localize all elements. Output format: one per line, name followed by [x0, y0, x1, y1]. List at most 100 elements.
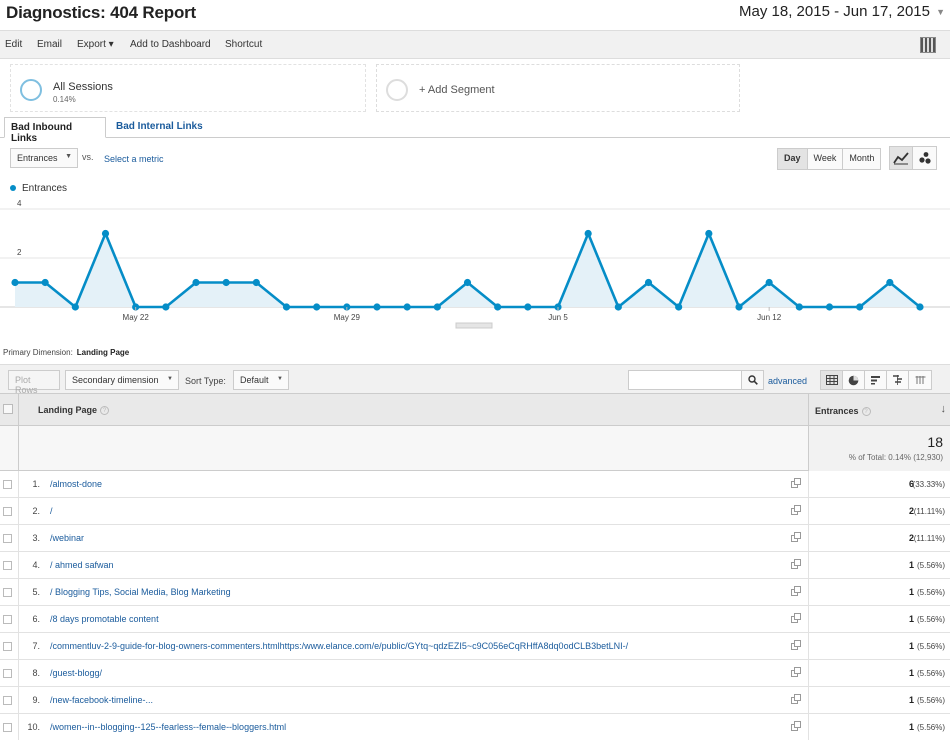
add-segment-button[interactable]: + Add Segment: [376, 64, 740, 112]
external-link-icon[interactable]: [791, 532, 802, 546]
data-point[interactable]: [584, 229, 592, 238]
data-point[interactable]: [222, 278, 230, 287]
secondary-dimension-dropdown[interactable]: Secondary dimension ▼: [65, 370, 179, 390]
email-button[interactable]: Email: [37, 39, 63, 50]
data-point[interactable]: [403, 303, 411, 311]
data-point[interactable]: [373, 303, 381, 311]
tab-bad-internal-links[interactable]: Bad Internal Links: [116, 121, 203, 132]
data-point[interactable]: [282, 303, 291, 311]
metric-dropdown[interactable]: Entrances ▼: [10, 148, 78, 168]
motion-chart-icon[interactable]: [913, 147, 936, 169]
chevron-down-icon[interactable]: ▼: [936, 7, 945, 17]
external-link-icon[interactable]: [791, 721, 802, 735]
pivot-view-icon[interactable]: [909, 371, 931, 389]
data-point[interactable]: [463, 278, 472, 287]
external-link-icon[interactable]: [791, 694, 802, 708]
data-point[interactable]: [524, 303, 532, 311]
export-button[interactable]: Export ▾: [77, 39, 114, 50]
primary-dimension-value[interactable]: Landing Page: [76, 348, 130, 357]
data-point[interactable]: [916, 303, 924, 311]
plot-rows-button[interactable]: Plot Rows: [8, 370, 60, 395]
add-to-dashboard-button[interactable]: Add to Dashboard: [130, 39, 211, 50]
sort-type-dropdown[interactable]: Default ▼: [233, 370, 289, 390]
data-point[interactable]: [856, 303, 864, 311]
landing-page-link[interactable]: /8 days promotable content: [50, 614, 159, 624]
line-chart-icon[interactable]: [890, 147, 913, 169]
qr-code-icon[interactable]: [920, 37, 936, 53]
data-point[interactable]: [614, 303, 622, 311]
search-icon[interactable]: [741, 371, 763, 389]
chart-resize-handle[interactable]: [455, 322, 493, 329]
external-link-icon[interactable]: [791, 559, 802, 573]
data-point[interactable]: [705, 229, 713, 238]
data-point[interactable]: [675, 303, 683, 311]
shortcut-button[interactable]: Shortcut: [225, 39, 263, 50]
day-button[interactable]: Day: [778, 149, 808, 169]
data-point[interactable]: [313, 303, 321, 311]
select-metric-link[interactable]: Select a metric: [104, 154, 164, 164]
table-search-input[interactable]: [628, 370, 764, 390]
landing-page-link[interactable]: /: [50, 506, 53, 516]
data-point[interactable]: [735, 303, 743, 311]
comparison-view-icon[interactable]: [887, 371, 909, 389]
landing-page-column-header[interactable]: Landing Page?: [38, 405, 110, 416]
performance-view-icon[interactable]: [865, 371, 887, 389]
date-range-picker[interactable]: May 18, 2015 - Jun 17, 2015: [739, 3, 930, 20]
secondary-dimension-label: Secondary dimension: [72, 375, 159, 385]
landing-page-link[interactable]: /women--in--blogging--125--fearless--fem…: [50, 722, 287, 732]
data-point[interactable]: [795, 303, 803, 311]
external-link-icon[interactable]: [791, 613, 802, 627]
entrances-value: 1: [908, 695, 914, 705]
column-divider: [18, 498, 19, 525]
external-link-icon[interactable]: [791, 640, 802, 654]
row-checkbox[interactable]: [3, 534, 12, 543]
landing-page-link[interactable]: /commentluv-2-9-guide-for-blog-owners-co…: [50, 641, 629, 651]
external-link-icon[interactable]: [791, 505, 802, 519]
row-checkbox[interactable]: [3, 507, 12, 516]
landing-page-link[interactable]: / ahmed safwan: [50, 560, 114, 570]
data-point[interactable]: [252, 278, 260, 287]
data-point[interactable]: [765, 278, 773, 287]
pie-chart-view-icon[interactable]: [843, 371, 865, 389]
landing-page-link[interactable]: /new-facebook-timeline-...: [50, 695, 154, 705]
week-button[interactable]: Week: [807, 149, 844, 169]
data-point[interactable]: [433, 303, 441, 311]
landing-page-link[interactable]: / Blogging Tips, Social Media, Blog Mark…: [50, 587, 231, 597]
row-checkbox[interactable]: [3, 615, 12, 624]
external-link-icon[interactable]: [791, 586, 802, 600]
data-point[interactable]: [886, 278, 894, 287]
landing-page-link[interactable]: /guest-blogg/: [50, 668, 103, 678]
landing-page-link[interactable]: /webinar: [50, 533, 85, 543]
row-checkbox[interactable]: [3, 588, 12, 597]
data-point[interactable]: [494, 303, 502, 311]
help-icon[interactable]: ?: [100, 406, 110, 416]
row-checkbox[interactable]: [3, 669, 12, 678]
help-icon[interactable]: ?: [861, 407, 871, 417]
row-checkbox[interactable]: [3, 723, 12, 732]
external-link-icon[interactable]: [791, 478, 802, 492]
row-checkbox[interactable]: [3, 561, 12, 570]
entrances-column-header[interactable]: Entrances? ↓: [808, 394, 950, 426]
data-point[interactable]: [162, 303, 170, 311]
data-point[interactable]: [71, 303, 79, 311]
segment-all-sessions[interactable]: All Sessions 0.14%: [10, 64, 366, 112]
row-checkbox[interactable]: [3, 480, 12, 489]
row-checkbox[interactable]: [3, 696, 12, 705]
select-all-checkbox[interactable]: [3, 404, 13, 414]
row-number: 7.: [32, 641, 40, 651]
row-checkbox[interactable]: [3, 642, 12, 651]
data-point[interactable]: [41, 278, 49, 287]
landing-page-link[interactable]: /almost-done: [50, 479, 103, 489]
data-point[interactable]: [825, 303, 834, 311]
data-point[interactable]: [644, 278, 653, 287]
advanced-filter-link[interactable]: advanced: [768, 376, 808, 386]
data-table-view-icon[interactable]: [821, 371, 843, 389]
data-point[interactable]: [101, 229, 110, 238]
edit-button[interactable]: Edit: [5, 39, 23, 50]
sort-descending-icon[interactable]: ↓: [940, 403, 947, 415]
data-point[interactable]: [192, 278, 200, 287]
tab-bad-inbound-links[interactable]: Bad Inbound Links: [4, 117, 106, 144]
month-button[interactable]: Month: [843, 149, 881, 169]
external-link-icon[interactable]: [791, 667, 802, 681]
data-point[interactable]: [11, 278, 19, 287]
